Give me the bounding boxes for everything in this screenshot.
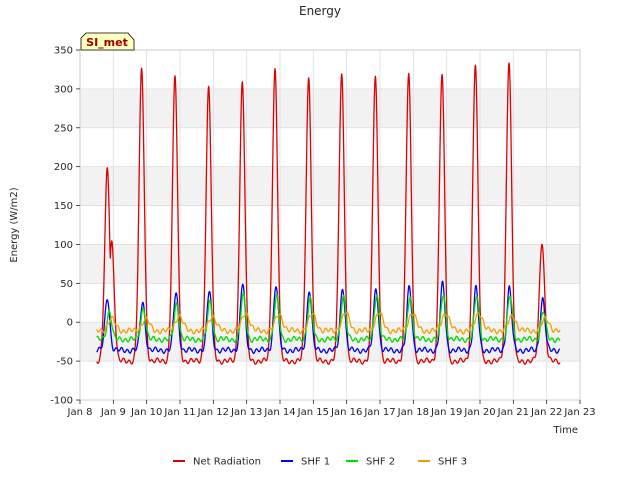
y-tick-label: 100 [54, 240, 73, 251]
x-tick-label: Jan 21 [497, 407, 529, 418]
x-tick-label: Jan 12 [197, 407, 229, 418]
y-tick-label: 300 [54, 84, 73, 95]
x-tick-label: Jan 10 [130, 407, 162, 418]
x-tick-label: Jan 8 [67, 407, 93, 418]
x-tick-label: Jan 11 [163, 407, 195, 418]
x-tick-label: Jan 22 [530, 407, 562, 418]
x-tick-label: Jan 15 [297, 407, 329, 418]
y-axis-label: Energy (W/m2) [9, 187, 20, 262]
x-axis-label: Time [553, 425, 578, 436]
station-label: SI_met [86, 36, 128, 49]
x-tick-label: Jan 19 [430, 407, 462, 418]
legend-label: SHF 3 [438, 457, 467, 468]
series-line-shf-2 [96, 292, 561, 344]
x-tick-label: Jan 23 [563, 407, 595, 418]
x-tick-label: Jan 18 [397, 407, 429, 418]
x-tick-label: Jan 9 [100, 407, 126, 418]
y-tick-label: 350 [54, 46, 73, 57]
x-tick-label: Jan 16 [330, 407, 362, 418]
y-tick-label: -50 [57, 357, 73, 368]
x-tick-label: Jan 13 [230, 407, 262, 418]
station-badge: SI_met [80, 32, 135, 51]
legend-label: SHF 1 [301, 457, 330, 468]
chart-title: Energy [299, 4, 341, 18]
x-axis-ticks: Jan 8 Jan 9 Jan 10 Jan 11 Jan 12 Jan 13 Jan 14… [67, 400, 596, 418]
y-tick-label: 0 [67, 318, 73, 329]
legend-label: SHF 2 [366, 457, 395, 468]
series-line-shf-1 [96, 280, 561, 354]
y-tick-label: 50 [60, 279, 73, 290]
series-line-net-radiation [96, 62, 561, 365]
plot-frame [79, 49, 581, 401]
y-tick-label: 150 [54, 201, 73, 212]
legend: Net Radiation SHF 1 SHF 2 SHF 3 [173, 457, 467, 468]
x-tick-label: Jan 14 [263, 407, 295, 418]
y-tick-label: 250 [54, 123, 73, 134]
grid-lines [79, 49, 581, 401]
x-tick-label: Jan 20 [463, 407, 495, 418]
background-band [80, 244, 580, 284]
background-band [80, 88, 580, 128]
y-tick-label: -100 [50, 396, 73, 407]
series-line-shf-3 [96, 311, 561, 335]
y-tick-label: 200 [54, 162, 73, 173]
x-tick-label: Jan 17 [363, 407, 395, 418]
legend-label: Net Radiation [193, 457, 261, 468]
y-axis-ticks: -100 -50 0 50 100 150 200 250 300 350 [50, 46, 80, 407]
series-layer [96, 62, 561, 365]
background-bands [80, 88, 580, 362]
background-band [80, 166, 580, 206]
